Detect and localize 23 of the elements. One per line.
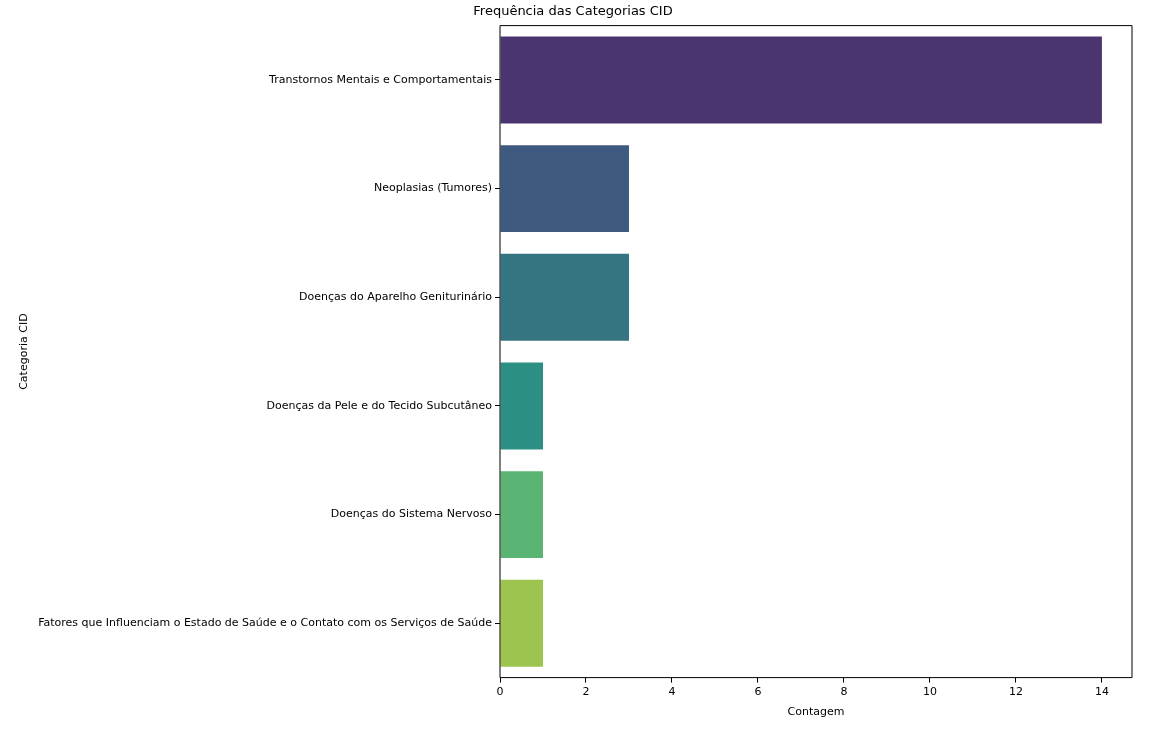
x-tick-label: 2 bbox=[582, 685, 590, 699]
y-tick-label: Fatores que Influenciam o Estado de Saúde e o Contato com os Serviços de Saúde bbox=[38, 616, 493, 630]
bar bbox=[500, 145, 629, 233]
x-axis-title: Contagem bbox=[787, 705, 845, 719]
y-tick-label: Doenças do Sistema Nervoso bbox=[330, 507, 493, 521]
bar bbox=[500, 253, 629, 341]
bar bbox=[500, 579, 544, 667]
y-axis-title: Categoria CID bbox=[17, 313, 31, 390]
y-tick-label: Doenças da Pele e do Tecido Subcutâneo bbox=[266, 398, 493, 412]
x-tick-label: 10 bbox=[922, 685, 937, 699]
y-tick-label: Transtornos Mentais e Comportamentais bbox=[268, 72, 493, 86]
y-tick-label: Neoplasias (Tumores) bbox=[373, 181, 493, 195]
bar bbox=[500, 362, 544, 450]
x-tick-label: 0 bbox=[496, 685, 504, 699]
x-tick-label: 6 bbox=[754, 685, 762, 699]
bar bbox=[500, 471, 544, 559]
x-tick-label: 4 bbox=[668, 685, 676, 699]
x-tick-label: 8 bbox=[840, 685, 848, 699]
bar bbox=[500, 36, 1102, 124]
y-tick-label: Doenças do Aparelho Geniturinário bbox=[299, 290, 493, 304]
x-tick-label: 12 bbox=[1008, 685, 1023, 699]
x-tick-label: 14 bbox=[1094, 685, 1109, 699]
chart-title: Frequência das Categorias CID bbox=[473, 3, 673, 19]
